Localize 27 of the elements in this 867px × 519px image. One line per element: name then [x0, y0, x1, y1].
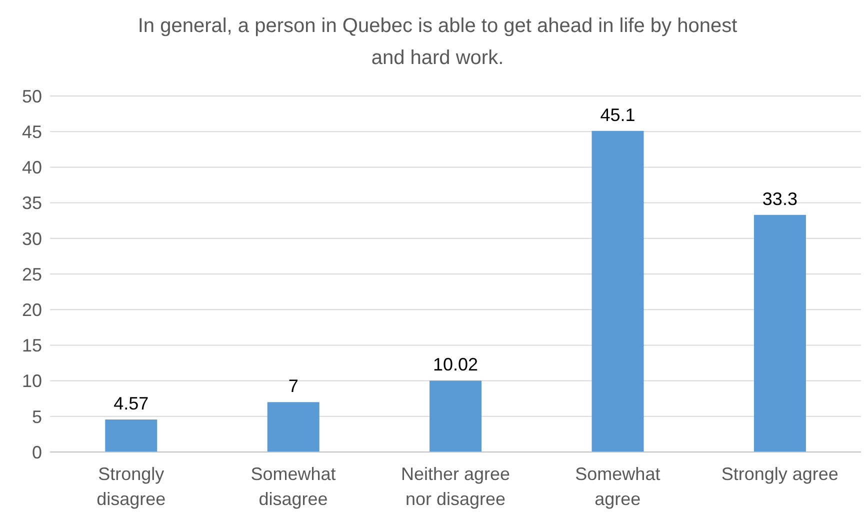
y-tick-label: 50 — [22, 86, 42, 106]
data-label: 10.02 — [433, 354, 478, 375]
y-tick-label: 15 — [22, 336, 42, 356]
y-tick-label: 40 — [22, 158, 42, 178]
x-tick-label: Somewhat disagree — [250, 463, 337, 511]
y-tick-label: 10 — [22, 371, 42, 392]
data-label: 4.57 — [114, 393, 149, 414]
x-tick-label: Strongly agree — [720, 463, 840, 486]
x-tick-label: Neither agree nor disagree — [400, 463, 512, 511]
bar — [267, 402, 320, 452]
y-tick-label: 5 — [32, 406, 42, 427]
chart-title: In general, a person in Quebec is able to get ahead in life by honest and hard work. — [138, 14, 738, 71]
y-tick-label: 25 — [22, 264, 42, 284]
y-tick-label: 30 — [22, 228, 42, 249]
x-tick-label: Strongly disagree — [96, 463, 167, 511]
bar — [754, 214, 806, 452]
bar — [592, 130, 644, 452]
bar — [430, 380, 482, 452]
data-label: 45.1 — [600, 104, 636, 125]
data-label: 7 — [288, 376, 298, 396]
data-label: 33.3 — [762, 188, 798, 209]
y-tick-label: 35 — [22, 193, 42, 214]
x-tick-label: Somewhat agree — [574, 463, 662, 511]
y-tick-label: 20 — [22, 300, 42, 320]
y-tick-label: 0 — [32, 442, 42, 462]
bar — [105, 419, 158, 452]
y-tick-label: 45 — [22, 122, 42, 142]
